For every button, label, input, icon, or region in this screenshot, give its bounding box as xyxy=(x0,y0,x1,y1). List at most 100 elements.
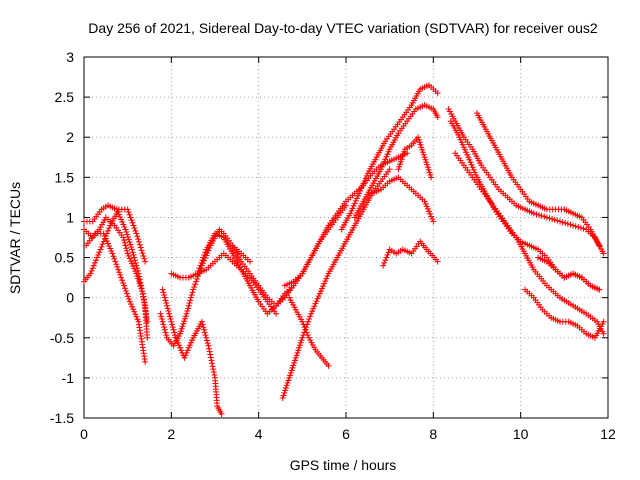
y-tick-label: 0 xyxy=(66,290,74,306)
data-point xyxy=(126,211,133,218)
data-point xyxy=(567,221,574,228)
data-point xyxy=(416,139,423,146)
y-tick-label: 1.5 xyxy=(55,169,75,185)
y-tick-label: 2.5 xyxy=(55,89,75,105)
data-point xyxy=(186,300,193,307)
data-point xyxy=(541,213,548,220)
data-point xyxy=(186,342,193,349)
data-point xyxy=(128,217,135,224)
data-point xyxy=(87,270,94,277)
data-point xyxy=(419,149,426,156)
data-point xyxy=(185,305,192,312)
data-point xyxy=(125,253,132,260)
data-point xyxy=(468,161,475,168)
data-point xyxy=(109,250,116,257)
data-point xyxy=(184,347,191,354)
x-tick-label: 4 xyxy=(255,426,263,442)
data-point xyxy=(422,200,429,207)
data-point xyxy=(397,161,404,168)
data-point xyxy=(144,318,151,325)
data-point xyxy=(100,230,107,237)
data-point xyxy=(415,136,422,143)
data-point xyxy=(142,358,149,365)
data-point xyxy=(187,297,194,304)
data-point xyxy=(543,214,550,221)
data-point xyxy=(163,302,170,309)
data-point xyxy=(379,163,386,170)
data-point xyxy=(348,207,355,214)
y-tick-label: 3 xyxy=(66,49,74,65)
data-point xyxy=(397,158,404,165)
data-point xyxy=(131,254,138,261)
data-point xyxy=(135,270,142,277)
data-point xyxy=(183,310,190,317)
data-point xyxy=(105,240,112,247)
data-point xyxy=(554,217,561,224)
data-point xyxy=(118,216,125,223)
data-point xyxy=(160,321,167,328)
data-point xyxy=(129,260,136,267)
data-point xyxy=(127,301,134,308)
data-point xyxy=(97,246,104,253)
data-point xyxy=(111,255,118,262)
data-point xyxy=(126,298,133,305)
data-point xyxy=(309,308,316,315)
series-track-18 xyxy=(445,106,607,257)
data-point xyxy=(172,334,179,341)
data-point xyxy=(116,269,123,276)
data-point xyxy=(294,349,301,356)
data-point xyxy=(304,332,311,339)
data-point xyxy=(559,219,566,226)
data-point xyxy=(202,249,209,256)
data-point xyxy=(424,164,431,171)
data-point xyxy=(90,262,97,269)
data-point xyxy=(134,267,141,274)
data-point xyxy=(188,291,195,298)
series-track-6 xyxy=(159,286,225,417)
data-point xyxy=(426,169,433,176)
data-point xyxy=(596,242,603,249)
data-point xyxy=(199,257,206,264)
data-marks xyxy=(81,82,607,417)
data-point xyxy=(546,215,553,222)
data-point xyxy=(127,214,134,221)
data-point xyxy=(134,265,141,272)
data-point xyxy=(459,141,466,148)
data-point xyxy=(562,220,569,227)
data-point xyxy=(353,195,360,202)
data-point xyxy=(159,286,166,293)
data-point xyxy=(118,274,125,281)
data-point xyxy=(133,262,140,269)
data-point xyxy=(285,377,292,384)
data-point xyxy=(121,239,128,246)
data-point xyxy=(306,316,313,323)
data-point xyxy=(564,220,571,227)
series-track-22 xyxy=(522,286,607,341)
x-tick-label: 8 xyxy=(429,426,437,442)
data-point xyxy=(352,197,359,204)
y-tick-label: -1 xyxy=(62,370,75,386)
data-point xyxy=(349,205,356,212)
data-point xyxy=(192,281,199,288)
data-point xyxy=(163,300,170,307)
data-point xyxy=(310,305,317,312)
data-point xyxy=(350,202,357,209)
series-track-11 xyxy=(281,150,411,289)
data-point xyxy=(136,276,143,283)
data-point xyxy=(203,334,210,341)
data-point xyxy=(427,171,434,178)
data-point xyxy=(125,236,132,243)
data-point xyxy=(183,349,190,356)
data-point xyxy=(133,230,140,237)
data-point xyxy=(383,153,390,160)
data-point xyxy=(185,344,192,351)
data-point xyxy=(381,259,388,266)
data-point xyxy=(141,255,148,262)
data-point xyxy=(138,247,145,254)
data-point xyxy=(103,238,110,245)
data-point xyxy=(195,267,202,274)
data-point xyxy=(124,206,131,213)
data-point xyxy=(469,164,476,171)
data-point xyxy=(382,257,389,264)
data-point xyxy=(99,241,106,248)
